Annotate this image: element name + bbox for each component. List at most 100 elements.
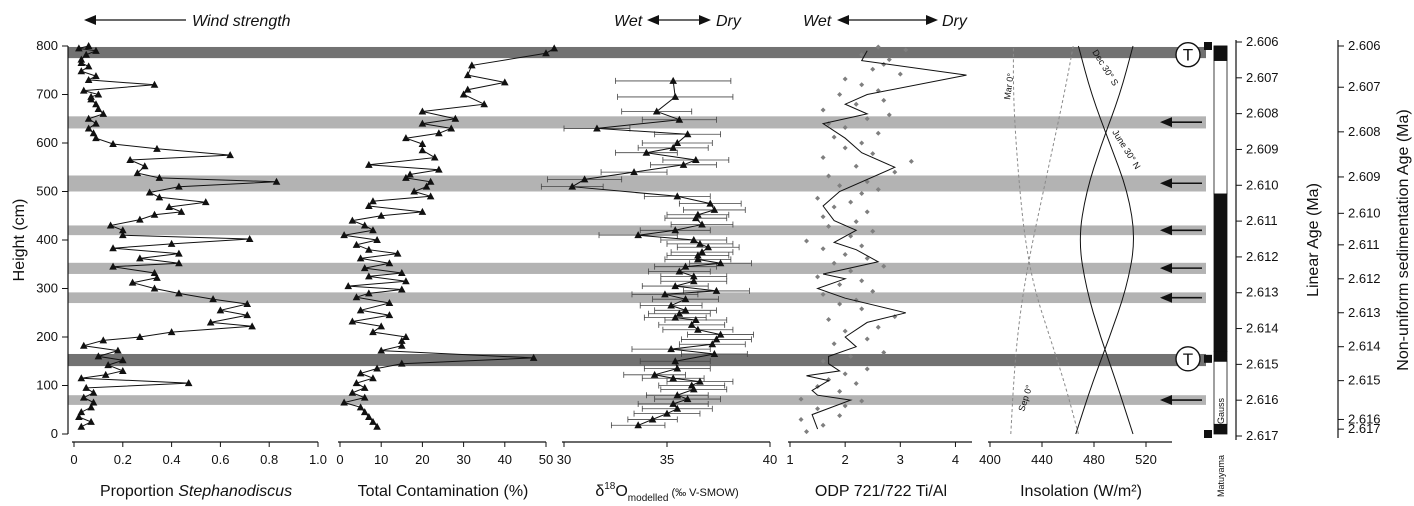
stephanodiscus-point-18 — [99, 336, 108, 344]
contamination-point-22 — [385, 311, 394, 319]
stephanodiscus-point-37 — [167, 239, 176, 247]
nonuniform-age-tick-label-7: 2.613 — [1348, 305, 1381, 320]
stephanodiscus-point-40 — [119, 226, 127, 234]
tial-scatter-46 — [848, 199, 854, 205]
linear-age-tick-label-5: 2.611 — [1246, 213, 1278, 228]
contamination-x-tick-label-5: 50 — [539, 452, 553, 467]
nonuniform-age-tick-label-10: 2.616 — [1348, 411, 1381, 426]
contamination-point-43 — [377, 211, 385, 219]
y-tick-label-400: 400 — [36, 232, 58, 247]
contamination-point-52 — [406, 170, 414, 178]
band-0 — [68, 46, 1206, 59]
stephanodiscus-point-30 — [153, 273, 161, 281]
insolation-curve-3 — [1010, 45, 1074, 435]
contamination-point-31 — [398, 268, 406, 276]
tial-scatter-4 — [815, 406, 821, 412]
stephanodiscus-point-47 — [155, 193, 164, 201]
stephanodiscus-point-2 — [75, 413, 83, 421]
d18o-point-54 — [642, 148, 651, 156]
stephanodiscus-point-50 — [272, 177, 281, 185]
contamination-point-59 — [435, 129, 443, 137]
stephanodiscus-point-11 — [101, 370, 110, 378]
stephanodiscus-point-39 — [119, 231, 127, 239]
nonuniform-age-tick-label-2: 2.608 — [1348, 124, 1381, 139]
d18o-x-tick-label-0: 30 — [557, 452, 571, 467]
d18o-point-36 — [694, 251, 702, 259]
tial-scatter-33 — [831, 260, 837, 266]
tial-scatter-34 — [864, 255, 870, 261]
stephanodiscus-point-17 — [79, 341, 88, 349]
tial-scatter-5 — [842, 403, 848, 409]
tial-scatter-68 — [881, 97, 887, 103]
d18o-point-41 — [634, 231, 642, 239]
tial-scatter-16 — [881, 350, 887, 356]
chart-panels: 0 0.2 0.4 0.6 0.8 1.0 Proportion Stephanodiscu… — [70, 42, 1172, 504]
tial-scatter-40 — [870, 228, 876, 234]
d18o-point-28 — [712, 286, 721, 294]
tial-scatter-48 — [859, 190, 865, 196]
contamination-point-30 — [365, 272, 373, 280]
d18o-point-12 — [673, 364, 682, 372]
stephanodiscus-point-79 — [75, 44, 83, 52]
tial-scatter-39 — [848, 233, 854, 239]
d18o-point-33 — [681, 262, 690, 270]
d18o-point-50 — [580, 175, 589, 183]
tephra-label-0: T — [1183, 46, 1193, 65]
y-tick-label-200: 200 — [36, 329, 58, 344]
stephanodiscus-point-13 — [104, 361, 112, 369]
tial-scatter-47 — [815, 195, 821, 201]
y-axis-label: Height (cm) — [11, 199, 28, 282]
contamination-point-10 — [369, 374, 377, 382]
d18o-point-49 — [568, 182, 577, 190]
stephanodiscus-point-51 — [155, 173, 164, 181]
stephanodiscus-x-tick-label-5: 1.0 — [309, 452, 327, 467]
contamination-point-63 — [418, 107, 427, 115]
contamination-point-51 — [402, 173, 410, 181]
june-curve-label: June 30° N — [1110, 128, 1142, 171]
stephanodiscus-point-12 — [119, 366, 127, 374]
d18o-point-58 — [593, 124, 601, 132]
contamination-point-49 — [422, 182, 431, 190]
nonuniform-age-tick-label-6: 2.612 — [1348, 271, 1381, 286]
d18o-point-32 — [675, 267, 684, 275]
tial-x-tick-label-1: 2 — [842, 452, 849, 467]
stephanodiscus-x-tick-label-0: 0 — [70, 452, 77, 467]
d18o-point-18 — [716, 330, 725, 338]
insolation-x-tick-label-0: 400 — [979, 452, 1001, 467]
d18o-point-57 — [683, 130, 692, 138]
contamination-point-38 — [373, 236, 381, 243]
insolation-curve-0 — [1079, 45, 1134, 435]
contamination-series-line — [342, 47, 555, 428]
stephanodiscus-point-72 — [92, 72, 100, 80]
contamination-point-50 — [426, 177, 435, 185]
tial-scatter-55 — [908, 158, 914, 164]
contamination-point-15 — [377, 346, 385, 354]
contamination-point-21 — [348, 317, 357, 325]
linear-age-tick-label-4: 2.610 — [1246, 177, 1279, 192]
stephanodiscus-point-15 — [94, 352, 103, 360]
stephanodiscus-point-25 — [243, 300, 252, 308]
tial-scatter-30 — [815, 274, 821, 280]
contamination-point-12 — [373, 364, 381, 372]
d18o-x-label: δ18Omodelled (‰ V-SMOW) — [595, 481, 738, 504]
stephanodiscus-point-8 — [82, 383, 90, 391]
band-3 — [68, 225, 1206, 236]
linear-age-axis: 2.606 2.607 2.608 2.609 2.610 2.611 2.612 2.613… — [1235, 34, 1279, 443]
stephanodiscus-point-33 — [175, 259, 183, 267]
contamination-point-14 — [529, 353, 538, 361]
stephanodiscus-point-0 — [77, 422, 86, 430]
stephanodiscus-point-5 — [89, 398, 98, 406]
linear-age-tick-label-6: 2.612 — [1246, 249, 1279, 264]
d18o-point-20 — [687, 320, 696, 328]
tial-scatter-21 — [826, 317, 832, 323]
nonuniform-age-tick-label-5: 2.611 — [1348, 237, 1380, 252]
stephanodiscus-point-6 — [79, 393, 88, 401]
band-7 — [68, 395, 1206, 405]
tial-scatter-43 — [820, 214, 826, 220]
contamination-point-42 — [348, 216, 357, 224]
tial-scatter-79 — [875, 44, 881, 50]
event-arrow-head-3 — [1160, 263, 1172, 274]
wind-strength-label: Wind strength — [192, 13, 291, 30]
d18o-point-27 — [661, 290, 669, 298]
